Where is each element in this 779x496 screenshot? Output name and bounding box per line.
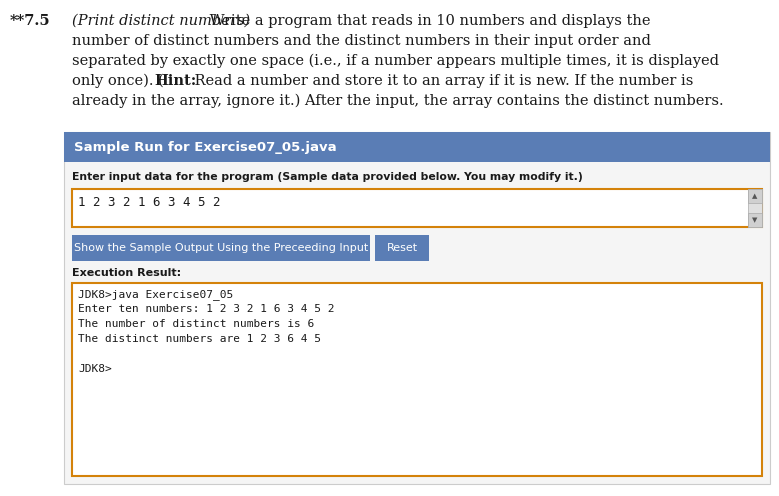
- Text: Enter input data for the program (Sample data provided below. You may modify it.: Enter input data for the program (Sample…: [72, 172, 583, 182]
- Text: number of distinct numbers and the distinct numbers in their input order and: number of distinct numbers and the disti…: [72, 34, 651, 48]
- Text: Hint:: Hint:: [154, 74, 196, 88]
- Text: The number of distinct numbers is 6: The number of distinct numbers is 6: [78, 319, 314, 329]
- Bar: [64, 132, 770, 162]
- Bar: [375, 235, 429, 261]
- Bar: [748, 213, 762, 227]
- Text: Reset: Reset: [386, 243, 418, 253]
- Bar: [748, 189, 762, 227]
- Text: Enter ten numbers: 1 2 3 2 1 6 3 4 5 2: Enter ten numbers: 1 2 3 2 1 6 3 4 5 2: [78, 304, 334, 314]
- Bar: [72, 283, 762, 476]
- Text: 1 2 3 2 1 6 3 4 5 2: 1 2 3 2 1 6 3 4 5 2: [78, 196, 220, 209]
- Text: separated by exactly one space (i.e., if a number appears multiple times, it is : separated by exactly one space (i.e., if…: [72, 54, 719, 68]
- Bar: [748, 189, 762, 203]
- Text: Show the Sample Output Using the Preceeding Input: Show the Sample Output Using the Preceed…: [74, 243, 368, 253]
- Text: Read a number and store it to an array if it is new. If the number is: Read a number and store it to an array i…: [190, 74, 693, 88]
- Text: JDK8>java Exercise07_05: JDK8>java Exercise07_05: [78, 289, 233, 300]
- Text: only once). (: only once). (: [72, 74, 164, 88]
- Text: Sample Run for Exercise07_05.java: Sample Run for Exercise07_05.java: [74, 140, 337, 153]
- Bar: [72, 189, 762, 227]
- Text: (Print distinct numbers): (Print distinct numbers): [72, 14, 250, 28]
- Text: Write a program that reads in 10 numbers and displays the: Write a program that reads in 10 numbers…: [205, 14, 650, 28]
- Text: Execution Result:: Execution Result:: [72, 268, 182, 278]
- Text: The distinct numbers are 1 2 3 6 4 5: The distinct numbers are 1 2 3 6 4 5: [78, 334, 321, 344]
- Bar: [64, 132, 770, 484]
- Text: ▼: ▼: [753, 217, 758, 223]
- Bar: [72, 235, 370, 261]
- Text: **7.5: **7.5: [10, 14, 51, 28]
- Text: already in the array, ignore it.) After the input, the array contains the distin: already in the array, ignore it.) After …: [72, 94, 724, 109]
- Text: ▲: ▲: [753, 193, 758, 199]
- Text: JDK8>: JDK8>: [78, 364, 111, 374]
